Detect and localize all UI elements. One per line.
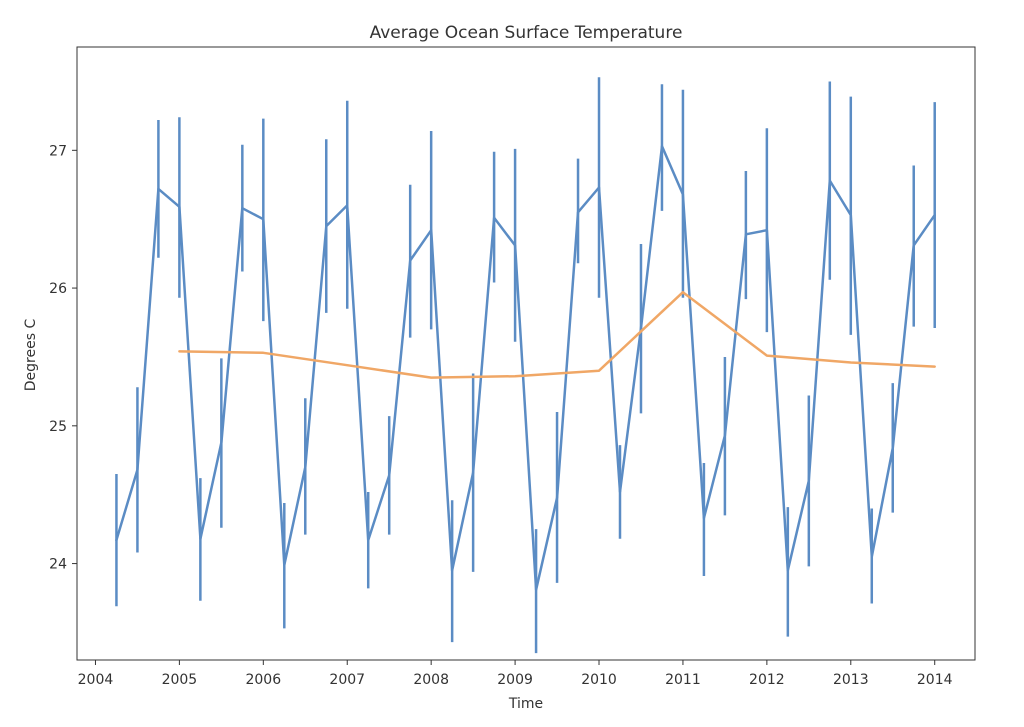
y-tick-label: 25	[49, 419, 67, 435]
y-tick-label: 26	[49, 281, 67, 297]
x-tick-label: 2014	[917, 672, 953, 688]
y-axis-label: Degrees C	[23, 319, 39, 392]
x-tick-label: 2006	[245, 672, 281, 688]
x-tick-label: 2008	[413, 672, 449, 688]
y-tick-label: 24	[49, 557, 67, 573]
axes-frame	[76, 46, 976, 661]
x-tick-label: 2004	[78, 672, 114, 688]
plot-area: 2004 2005 2006 2007 2008 2009 2010 2011 2012 2013…	[49, 46, 976, 688]
x-tick-label: 2009	[497, 672, 533, 688]
x-axis-label: Time	[508, 696, 543, 712]
chart-title: Average Ocean Surface Temperature	[370, 23, 683, 43]
x-tick-label: 2007	[329, 672, 365, 688]
x-tick-label: 2011	[665, 672, 701, 688]
series-line-quarterly	[115, 144, 936, 591]
x-tick-label: 2012	[749, 672, 785, 688]
x-tick-label: 2005	[162, 672, 198, 688]
x-tick-label: 2013	[833, 672, 869, 688]
y-tick-label: 27	[49, 143, 67, 159]
series-line-trend	[178, 290, 936, 379]
x-tick-label: 2010	[581, 672, 617, 688]
